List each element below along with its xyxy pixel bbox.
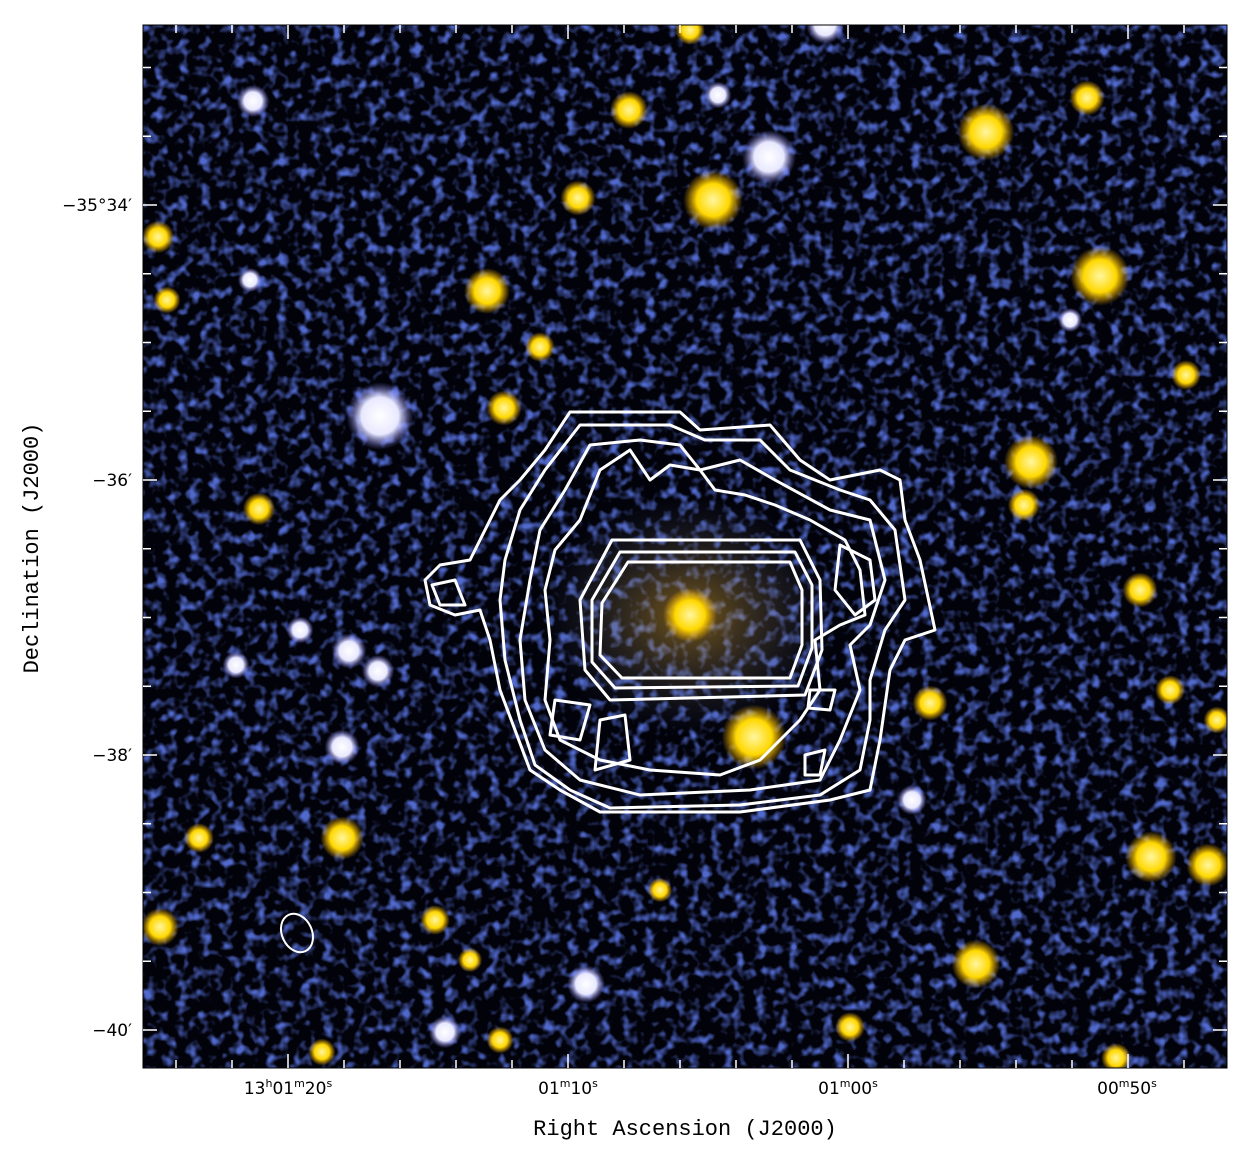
star — [184, 823, 214, 853]
label-part: 10 — [570, 1079, 592, 1099]
star — [835, 1012, 865, 1042]
contours — [423, 410, 937, 814]
star — [464, 268, 510, 314]
star — [286, 616, 314, 644]
star — [486, 390, 522, 426]
star — [1007, 488, 1041, 522]
star — [721, 704, 787, 770]
y-tick-label: −35°34′ — [62, 196, 132, 216]
contour — [806, 688, 837, 712]
star — [806, 25, 844, 44]
superscript: h — [265, 1077, 272, 1090]
star — [346, 382, 414, 450]
contour — [548, 698, 592, 742]
star — [1004, 435, 1058, 489]
star — [675, 25, 705, 45]
y-tick-label: −38′ — [92, 746, 132, 766]
tick-labels: 13h01m20s 01m10s 01m00s 00m50s−35°34′−36′−3… — [62, 196, 1157, 1099]
star — [1057, 307, 1083, 333]
superscript: m — [294, 1077, 305, 1090]
label-part: 01 — [538, 1079, 560, 1099]
star — [525, 332, 555, 362]
star — [1186, 843, 1227, 887]
superscript: m — [560, 1077, 571, 1090]
star — [610, 91, 648, 129]
star — [428, 1015, 462, 1049]
contour — [430, 578, 467, 607]
star — [1203, 706, 1227, 734]
superscript: s — [326, 1077, 332, 1090]
star — [236, 84, 270, 118]
star — [486, 1026, 514, 1054]
plot-frame — [142, 24, 1228, 1069]
ticks — [143, 25, 1227, 1068]
contour — [578, 538, 824, 702]
superscript: s — [872, 1077, 878, 1090]
contour — [423, 410, 937, 814]
star — [237, 267, 263, 293]
y-tick-label: −40′ — [92, 1021, 132, 1041]
star — [1125, 831, 1177, 883]
contour — [498, 423, 907, 810]
y-tick-label: −36′ — [92, 471, 132, 491]
star — [320, 816, 364, 860]
label-part: 01 — [818, 1079, 840, 1099]
star — [742, 130, 796, 184]
x-axis-title: Right Ascension (J2000) — [533, 1117, 837, 1142]
label-part: 20 — [305, 1079, 327, 1099]
star — [1101, 1043, 1131, 1068]
star — [143, 908, 179, 946]
star — [683, 170, 743, 230]
star — [331, 633, 367, 669]
label-part: 50 — [1129, 1079, 1151, 1099]
x-tick-label: 01m10s — [538, 1077, 598, 1099]
star — [957, 103, 1015, 161]
stars — [143, 25, 1227, 1068]
star — [1070, 246, 1130, 306]
star — [420, 905, 450, 935]
star — [143, 220, 175, 254]
star — [897, 785, 927, 815]
star — [153, 286, 181, 314]
star — [324, 729, 360, 765]
superscript: m — [1119, 1077, 1130, 1090]
superscript: s — [592, 1077, 598, 1090]
star — [647, 877, 673, 903]
superscript: s — [1151, 1077, 1157, 1090]
star — [567, 965, 605, 1003]
x-tick-label: 01m00s — [818, 1077, 878, 1099]
label-part: 01 — [272, 1079, 294, 1099]
star — [308, 1038, 336, 1066]
star — [951, 939, 1001, 989]
star — [1069, 80, 1105, 116]
superscript: m — [840, 1077, 851, 1090]
star — [560, 180, 596, 216]
star — [1122, 572, 1158, 608]
star — [1155, 675, 1185, 705]
star — [222, 651, 250, 679]
label-part: 00 — [850, 1079, 872, 1099]
contour — [803, 748, 827, 777]
star — [1171, 360, 1201, 390]
contour — [518, 438, 887, 797]
star — [912, 685, 948, 721]
label-part: 13 — [244, 1079, 266, 1099]
star — [704, 81, 732, 109]
x-tick-label: 13h01m20s — [244, 1077, 333, 1099]
star — [242, 492, 276, 526]
contour — [590, 550, 814, 690]
contour — [598, 560, 804, 680]
star — [457, 947, 483, 973]
beam-ellipse — [279, 912, 315, 954]
star — [663, 588, 717, 642]
contour — [593, 713, 632, 772]
y-axis-title: Declination (J2000) — [20, 423, 45, 674]
star — [361, 654, 395, 688]
sky-image — [143, 25, 1227, 1068]
label-part: 00 — [1097, 1079, 1119, 1099]
contour — [833, 543, 877, 617]
x-tick-label: 00m50s — [1097, 1077, 1157, 1099]
